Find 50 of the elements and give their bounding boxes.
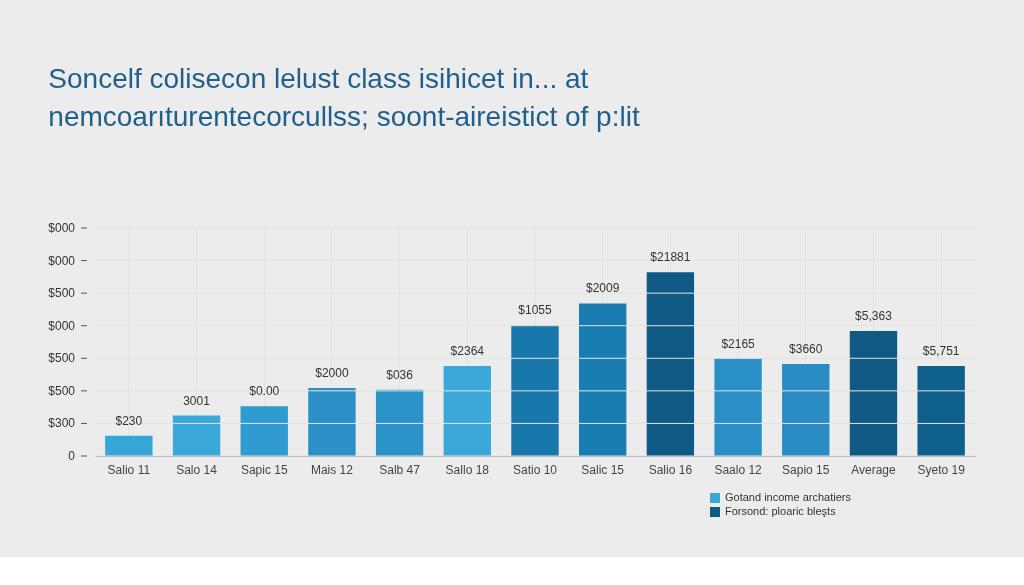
x-tick-label: Satio 10 <box>512 462 558 477</box>
bar <box>511 325 559 456</box>
text: $21881 <box>650 250 691 265</box>
x-tick-label: Salio 11 <box>107 462 151 477</box>
text: $300 <box>48 416 76 431</box>
text: $230 <box>115 413 143 428</box>
x-tick-label: Salo 14 <box>176 462 218 477</box>
text: $5,751 <box>922 343 960 358</box>
bar <box>105 435 153 456</box>
text: $2000 <box>315 365 349 380</box>
bar <box>782 364 830 456</box>
text: $2165 <box>721 336 755 351</box>
text: $500 <box>48 383 76 398</box>
legend-label: Gotand income archatiers <box>725 491 852 503</box>
text: 0 <box>68 449 76 463</box>
text: $1055 <box>518 303 552 318</box>
text: $5,363 <box>855 308 892 323</box>
legend-label: Forsond: ploaric bleşts <box>725 505 837 517</box>
bar <box>646 272 695 456</box>
text: $000 <box>48 253 76 268</box>
x-tick-label: Salb 47 <box>379 462 421 477</box>
x-tick-label: Saalo 12 <box>714 462 763 477</box>
bar <box>579 303 627 456</box>
text: $036 <box>386 367 413 382</box>
bar <box>917 365 965 456</box>
x-tick-label: Sapic 15 <box>240 462 288 477</box>
text: $0.00 <box>249 384 280 399</box>
x-tick-label: Salic 15 <box>581 462 625 477</box>
text: $2364 <box>450 343 484 358</box>
chart-title: Soncelf colisecon lelust class isihicet in... at nemcoarıturentecorcullss; soont-aireistict of p:lit <box>48 63 640 132</box>
x-tick-label: Sapio 15 <box>782 462 830 477</box>
text: $000 <box>48 221 76 235</box>
bar <box>308 387 356 456</box>
x-tick-label: Salio 16 <box>648 462 693 477</box>
text: $500 <box>48 351 76 366</box>
bar <box>375 389 424 456</box>
x-tick-label: Average <box>851 462 897 477</box>
bar <box>240 406 288 456</box>
text: 3001 <box>183 393 210 408</box>
text: $3660 <box>789 342 823 357</box>
bar <box>172 415 221 456</box>
text: $500 <box>48 286 76 301</box>
bar <box>849 330 898 456</box>
bar <box>443 365 491 456</box>
x-tick-label: Syeto 19 <box>917 462 966 477</box>
bar <box>714 358 762 456</box>
x-tick-label: Mais 12 <box>310 462 354 477</box>
x-tick-label: Sallo 18 <box>445 462 490 477</box>
text: $2009 <box>586 281 620 296</box>
text: $000 <box>48 318 76 333</box>
